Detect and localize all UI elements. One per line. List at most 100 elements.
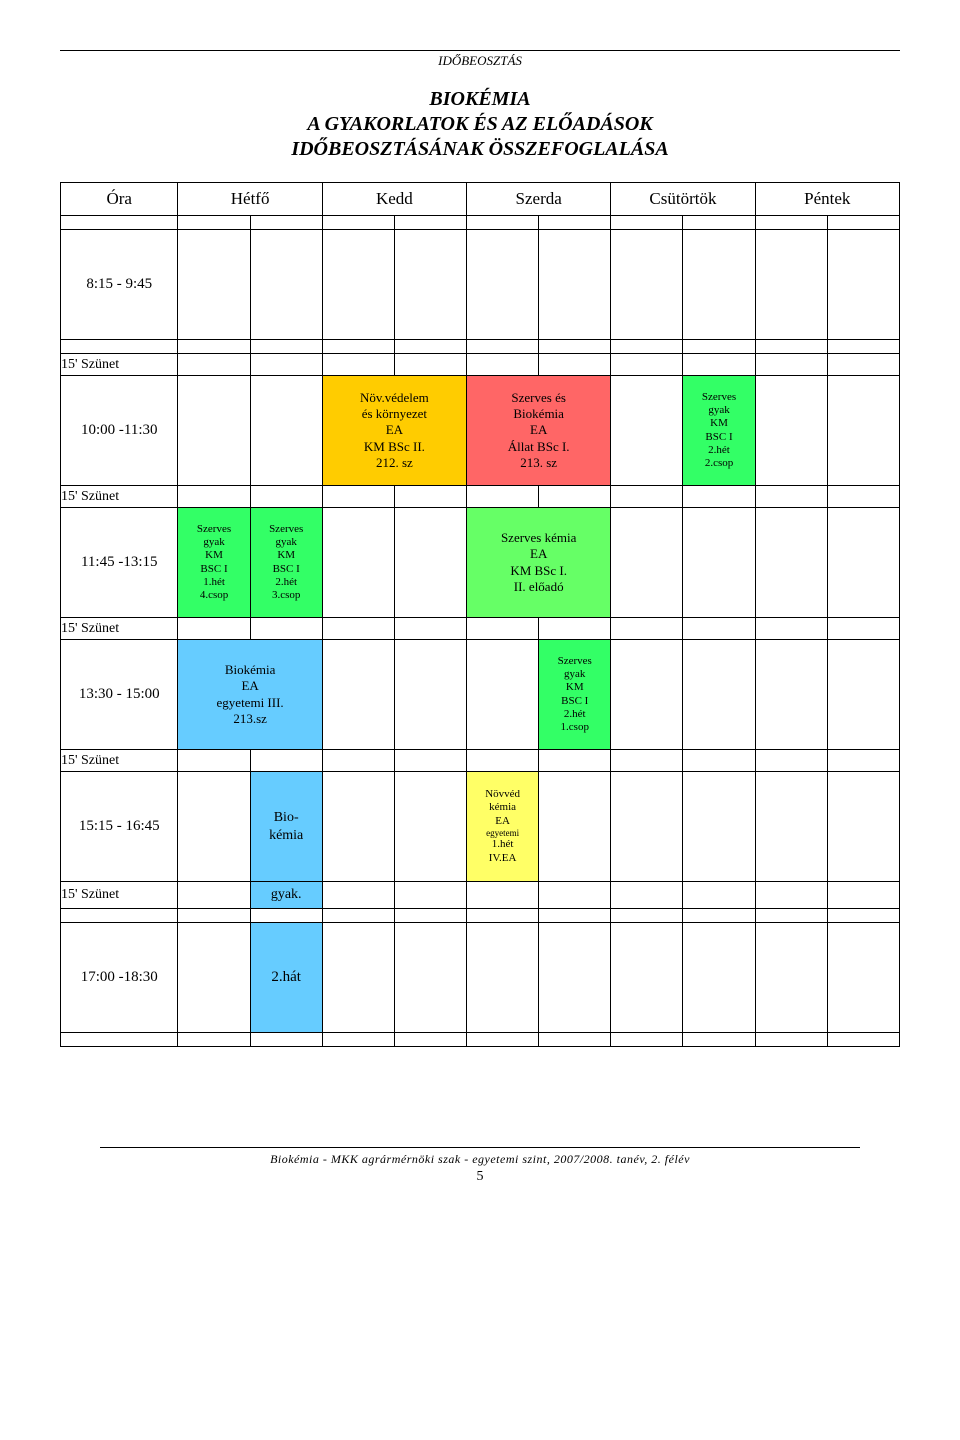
g23-l5: 2.hét [275, 576, 297, 589]
break-4: 15' Szünet [61, 750, 900, 772]
block-gyak-side: gyak. [251, 882, 322, 908]
g21-l4: BSC I [561, 695, 588, 708]
nvk-l2: kémia [489, 801, 516, 814]
g14-l1: Szerves [197, 523, 231, 536]
block-gyak-2het-2csop: Szerves gyak KM BSC I 2.hét 2.csop [683, 376, 754, 485]
col-time: Óra [61, 183, 178, 216]
block-szerves-kemia: Szerves kémia EA KM BSc I. II. előadó [467, 508, 610, 617]
bioea-l5: 213.sz [233, 711, 267, 727]
block-novvedelem: Növ.védelem és környezet EA KM BSc II. 2… [323, 376, 466, 485]
g22-l3: KM [710, 417, 728, 430]
gap-row-2 [61, 908, 900, 922]
time-1515: 15:15 - 16:45 [61, 772, 178, 882]
row-1330: 13:30 - 15:00 Biokémia EA egyetemi III. … [61, 640, 900, 750]
nvk-l6: IV.EA [489, 852, 517, 865]
g22-l2: gyak [708, 404, 729, 417]
block-2hat: 2.hát [251, 923, 322, 1032]
szk-l5: II. előadó [514, 579, 564, 595]
break1-label: 15' Szünet [61, 354, 178, 376]
nvk-l4: egyetemi [486, 828, 519, 839]
szk-l3: EA [530, 546, 547, 562]
break-5: 15' Szünet gyak. [61, 882, 900, 909]
page-number: 5 [60, 1169, 900, 1185]
row-0815: 8:15 - 9:45 [61, 230, 900, 340]
g14-l6: 4.csop [200, 589, 228, 602]
szbio-l3: EA [530, 422, 547, 438]
title-line3: IDŐBEOSZTÁSÁNAK ÖSSZEFOGLALÁSA [291, 138, 668, 160]
g21-l6: 1.csop [561, 721, 589, 734]
g21-l3: KM [566, 681, 584, 694]
szk-l4: KM BSc I. [510, 563, 567, 579]
g21-l5: 2.hét [564, 708, 586, 721]
timetable: Óra Hétfő Kedd Szerda Csütörtök Péntek 8… [60, 182, 900, 1047]
footer-rule [100, 1147, 860, 1148]
g22-l6: 2.csop [705, 457, 733, 470]
spacer-row [61, 216, 900, 230]
col-fri: Péntek [755, 183, 899, 216]
row-1700: 17:00 -18:30 2.hát [61, 922, 900, 1032]
time-1700: 17:00 -18:30 [61, 922, 178, 1032]
break4-label: 15' Szünet [61, 750, 178, 772]
g23-l1: Szerves [269, 523, 303, 536]
szbio-l4: Állat BSc I. [508, 439, 570, 455]
novved-l3: EA [386, 422, 403, 438]
row-1000: 10:00 -11:30 Növ.védelem és környezet EA… [61, 376, 900, 486]
gap-row [61, 340, 900, 354]
title-line1: BIOKÉMIA [429, 88, 530, 110]
g14-l5: 1.hét [203, 576, 225, 589]
title-line2: A GYAKORLATOK ÉS AZ ELŐADÁSOK [307, 113, 652, 135]
g14-l2: gyak [203, 536, 224, 549]
break2-label: 15' Szünet [61, 486, 178, 508]
time-1145: 11:45 -13:15 [61, 508, 178, 618]
bioea-l1: Biokémia [225, 662, 276, 678]
col-tue: Kedd [322, 183, 466, 216]
bioea-l2: EA [241, 678, 258, 694]
block-gyak-2het-3csop: Szerves gyak KM BSC I 2.hét 3.csop [251, 508, 322, 617]
page-title: BIOKÉMIA A GYAKORLATOK ÉS AZ ELŐADÁSOK I… [60, 87, 900, 162]
g14-l3: KM [205, 549, 223, 562]
header-row: Óra Hétfő Kedd Szerda Csütörtök Péntek [61, 183, 900, 216]
time-1330: 13:30 - 15:00 [61, 640, 178, 750]
g14-l4: BSC I [200, 563, 227, 576]
row-1145: 11:45 -13:15 Szerves gyak KM BSC I 1.hét… [61, 508, 900, 618]
row-1515: 15:15 - 16:45 Bio- kémia Növvéd kémia EA… [61, 772, 900, 882]
top-rule [60, 50, 900, 51]
block-novvedkemia: Növvéd kémia EA egyetemi 1.hét IV.EA [467, 772, 538, 881]
novved-l2: és környezet [362, 406, 427, 422]
nvk-l3: EA [495, 815, 510, 828]
col-wed: Szerda [467, 183, 611, 216]
g23-l4: BSC I [273, 563, 300, 576]
szk-l1: Szerves kémia [501, 530, 576, 546]
break-1: 15' Szünet [61, 354, 900, 376]
szbio-l5: 213. sz [520, 455, 557, 471]
novved-l5: 212. sz [376, 455, 413, 471]
break3-label: 15' Szünet [61, 618, 178, 640]
szbio-l2: Biokémia [513, 406, 564, 422]
novved-l4: KM BSc II. [364, 439, 425, 455]
gap-row-3 [61, 1032, 900, 1046]
block-szerves-biokemia: Szerves és Biokémia EA Állat BSc I. 213.… [467, 376, 610, 485]
g22-l5: 2.hét [708, 444, 730, 457]
g21-l1: Szerves [558, 655, 592, 668]
block-biokemia-ea: Biokémia EA egyetemi III. 213.sz [178, 640, 321, 749]
time-0815: 8:15 - 9:45 [61, 230, 178, 340]
break-2: 15' Szünet [61, 486, 900, 508]
footer-wrap: Biokémia - MKK agrármérnöki szak - egyet… [60, 1147, 900, 1185]
g22-l1: Szerves [702, 391, 736, 404]
g23-l2: gyak [275, 536, 296, 549]
col-thu: Csütörtök [611, 183, 755, 216]
break-3: 15' Szünet [61, 618, 900, 640]
nvk-l1: Növvéd [485, 788, 520, 801]
g21-l2: gyak [564, 668, 585, 681]
header-label: IDŐBEOSZTÁS [60, 53, 900, 69]
block-gyak-1het-4csop: Szerves gyak KM BSC I 1.hét 4.csop [178, 508, 249, 617]
block-biokemia-side: Bio- kémia [251, 772, 322, 881]
g23-l6: 3.csop [272, 589, 300, 602]
break5-label: 15' Szünet [61, 882, 178, 909]
col-mon: Hétfő [178, 183, 322, 216]
g22-l4: BSC I [705, 431, 732, 444]
block-gyak-2het-1csop: Szerves gyak KM BSC I 2.hét 1.csop [539, 640, 610, 749]
bioea-l4: egyetemi III. [217, 695, 284, 711]
nvk-l5: 1.hét [492, 838, 514, 851]
g23-l3: KM [277, 549, 295, 562]
